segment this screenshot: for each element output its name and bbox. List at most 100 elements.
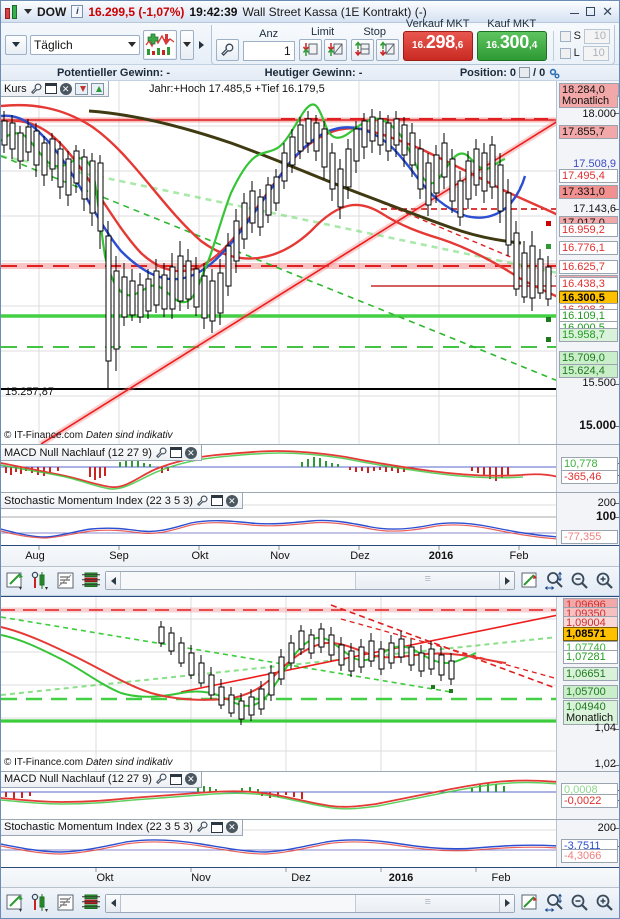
toolbar-menu-button[interactable] — [5, 34, 27, 55]
scroll-thumb[interactable] — [355, 894, 499, 912]
close-panel-icon[interactable]: ✕ — [225, 494, 238, 507]
layers-icon[interactable] — [80, 892, 101, 914]
scroll-up-icon[interactable] — [90, 82, 104, 95]
lower-price-panel[interactable]: © IT-Finance.com Daten sind indikativ 1,… — [1, 595, 619, 771]
auto-scale-icon[interactable] — [519, 892, 540, 914]
copyright-note: Daten sind indikativ — [85, 756, 173, 768]
window-icon[interactable] — [169, 447, 182, 458]
limit-buy-button[interactable] — [298, 38, 322, 61]
smi-top-axis[interactable]: 200 100 -77,355 — [556, 493, 619, 545]
zoom-in-icon[interactable] — [594, 570, 615, 592]
window-icon[interactable] — [44, 83, 57, 94]
smi-top-header[interactable]: Stochastic Momentum Index (22 3 5 3) ✕ — [1, 493, 243, 509]
macd-bottom-axis[interactable]: 0,0008 -0,0022 — [556, 771, 619, 819]
long-checkbox[interactable] — [559, 47, 571, 59]
macd-top-header[interactable]: MACD Null Nachlauf (12 27 9) ✕ — [1, 445, 202, 461]
macd-bottom-panel[interactable]: MACD Null Nachlauf (12 27 9) ✕ 0,0008 -0… — [1, 770, 619, 819]
smi-bottom-panel[interactable]: Stochastic Momentum Index (22 3 5 3) ✕ 2… — [1, 818, 619, 867]
lower-price-axis[interactable]: 1,09696 1,09350 1,09004 1,08571 1,07740 … — [556, 596, 619, 771]
wrench-icon[interactable] — [155, 773, 167, 785]
lower-price-plot[interactable] — [1, 596, 556, 771]
timeframe-select[interactable]: Täglich — [29, 34, 140, 55]
smi-top-panel[interactable]: Stochastic Momentum Index (22 3 5 3) ✕ 2… — [1, 492, 619, 545]
macd-bottom-header[interactable]: MACD Null Nachlauf (12 27 9) ✕ — [1, 771, 202, 788]
lower-chart-horizontal-scrollbar[interactable] — [105, 893, 515, 913]
scroll-left-button[interactable] — [106, 572, 121, 589]
axis-label-16959: 16.959,2 — [559, 223, 618, 237]
list-view-icon[interactable] — [55, 570, 76, 592]
window-title-bar: DOW i 16.299,5 (-1,07%) 19:42:39 Wall St… — [1, 1, 619, 23]
window-icon[interactable] — [210, 821, 223, 833]
main-price-panel[interactable]: Kurs ✕ Jahr:+Hoch 17.485,5 +Tief 16.179,… — [1, 81, 619, 444]
zoom-in-icon[interactable] — [594, 892, 615, 914]
draw-tool-icon[interactable] — [5, 570, 26, 592]
macd-top-panel[interactable]: MACD Null Nachlauf (12 27 9) ✕ 10,778 -3… — [1, 444, 619, 492]
draw-tool-icon[interactable] — [5, 892, 26, 914]
order-settings-button[interactable] — [215, 38, 239, 61]
zoom-fit-icon[interactable] — [544, 570, 565, 592]
scroll-track[interactable] — [121, 894, 499, 912]
scroll-thumb[interactable] — [355, 572, 499, 589]
list-view-icon[interactable] — [55, 892, 76, 914]
price-panel-header[interactable]: Kurs ✕ — [1, 81, 109, 97]
close-position-icon[interactable] — [519, 67, 530, 78]
stop-sell-button[interactable] — [375, 38, 399, 61]
window-icon[interactable] — [210, 495, 223, 506]
stop-group: Stop — [350, 25, 399, 61]
close-panel-icon[interactable]: ✕ — [59, 82, 72, 95]
x-label-aug: Aug — [25, 550, 45, 562]
add-indicator-button[interactable] — [142, 29, 177, 60]
zoom-out-icon[interactable] — [569, 570, 590, 592]
auto-scale-icon[interactable] — [519, 570, 540, 592]
x-label-sep: Sep — [109, 550, 129, 562]
close-panel-icon[interactable]: ✕ — [184, 446, 197, 459]
chart-horizontal-scrollbar[interactable] — [105, 571, 515, 590]
limit-label: Limit — [311, 25, 335, 38]
main-price-axis[interactable]: 18.284,0 Monatlich 18.000 17.855,7 17.50… — [556, 81, 619, 444]
window-icon[interactable] — [169, 773, 182, 785]
quantity-input[interactable]: 1 — [242, 40, 295, 61]
short-checkbox[interactable] — [559, 30, 571, 42]
short-value-input[interactable]: 10 — [583, 28, 610, 44]
price-panel-title: Kurs — [4, 82, 27, 95]
wrench-icon[interactable] — [196, 821, 208, 833]
sell-price-main: 298 — [425, 31, 455, 52]
close-panel-icon[interactable]: ✕ — [225, 821, 238, 833]
close-panel-icon[interactable]: ✕ — [184, 773, 197, 785]
today-gain-label: Heutiger Gewinn: - — [264, 66, 363, 79]
smi-bottom-axis[interactable]: 200 -3,7511 -4,3066 — [556, 819, 619, 867]
info-icon[interactable]: i — [71, 5, 84, 18]
symbol-dropdown-icon[interactable] — [24, 9, 32, 14]
wrench-icon[interactable] — [196, 494, 208, 507]
limit-sell-button[interactable] — [323, 38, 347, 61]
symbol-label: DOW — [37, 4, 67, 19]
smi-bottom-header[interactable]: Stochastic Momentum Index (22 3 5 3) ✕ — [1, 819, 243, 836]
scroll-left-button[interactable] — [106, 894, 121, 912]
long-value-input[interactable]: 10 — [582, 45, 609, 61]
alert-candle-icon[interactable] — [30, 892, 51, 914]
macd-top-axis[interactable]: 10,778 -365,46 — [556, 445, 619, 492]
buy-market-button[interactable]: 16. 300,4 — [476, 30, 547, 61]
lower-chart-x-axis[interactable]: Okt Nov Dez 2016 Feb — [1, 866, 619, 888]
sell-market-button[interactable]: 16. 298,6 — [402, 30, 473, 61]
x-label-dez: Dez — [350, 550, 370, 562]
minimize-icon[interactable] — [570, 13, 580, 14]
orders-gear-icon[interactable] — [548, 67, 560, 79]
maximize-icon[interactable] — [586, 7, 596, 16]
layers-icon[interactable] — [80, 570, 101, 592]
scroll-right-button[interactable] — [499, 894, 514, 912]
zoom-fit-icon[interactable] — [544, 892, 565, 914]
indicator-dropdown-button[interactable] — [179, 29, 194, 60]
order-panel-expander[interactable] — [197, 40, 207, 49]
zoom-out-icon[interactable] — [569, 892, 590, 914]
close-icon[interactable]: ✕ — [602, 4, 613, 19]
scroll-down-icon[interactable] — [74, 82, 88, 95]
scroll-track[interactable] — [121, 572, 499, 589]
main-chart-x-axis[interactable]: Aug Sep Okt Nov Dez 2016 Feb — [1, 545, 619, 567]
wrench-icon[interactable] — [30, 82, 42, 95]
alert-candle-icon[interactable] — [30, 570, 51, 592]
wrench-icon[interactable] — [155, 446, 167, 459]
scroll-right-button[interactable] — [499, 572, 514, 589]
stop-buy-button[interactable] — [350, 38, 374, 61]
main-price-plot[interactable] — [1, 81, 556, 444]
